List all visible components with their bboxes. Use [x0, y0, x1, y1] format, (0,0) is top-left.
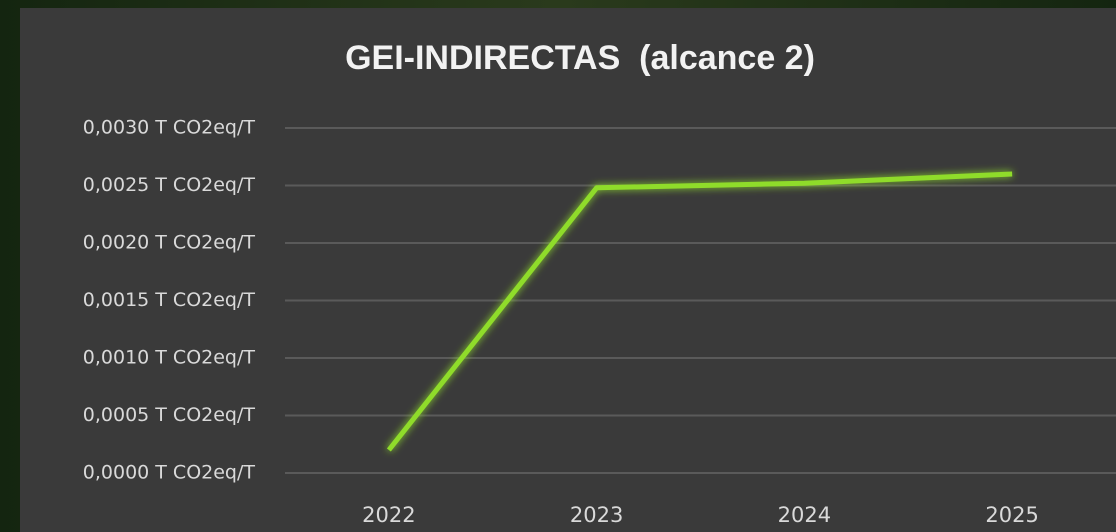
data-line — [386, 171, 1013, 452]
y-tick-label: 0,0005 T CO2eq/T — [83, 404, 256, 426]
x-tick-label: 2024 — [778, 503, 831, 527]
x-tick-label: 2025 — [985, 503, 1038, 527]
x-tick-label: 2022 — [362, 503, 415, 527]
chart-title: GEI-INDIRECTAS (alcance 2) — [345, 39, 815, 77]
chart-panel — [20, 8, 1116, 532]
y-tick-label: 0,0020 T CO2eq/T — [83, 232, 256, 254]
y-tick-label: 0,0025 T CO2eq/T — [83, 174, 256, 196]
y-tick-label: 0,0030 T CO2eq/T — [83, 117, 256, 139]
y-tick-label: 0,0010 T CO2eq/T — [83, 347, 256, 369]
y-tick-label: 0,0000 T CO2eq/T — [83, 462, 256, 484]
y-tick-label: 0,0015 T CO2eq/T — [83, 289, 256, 311]
x-tick-label: 2023 — [570, 503, 623, 527]
